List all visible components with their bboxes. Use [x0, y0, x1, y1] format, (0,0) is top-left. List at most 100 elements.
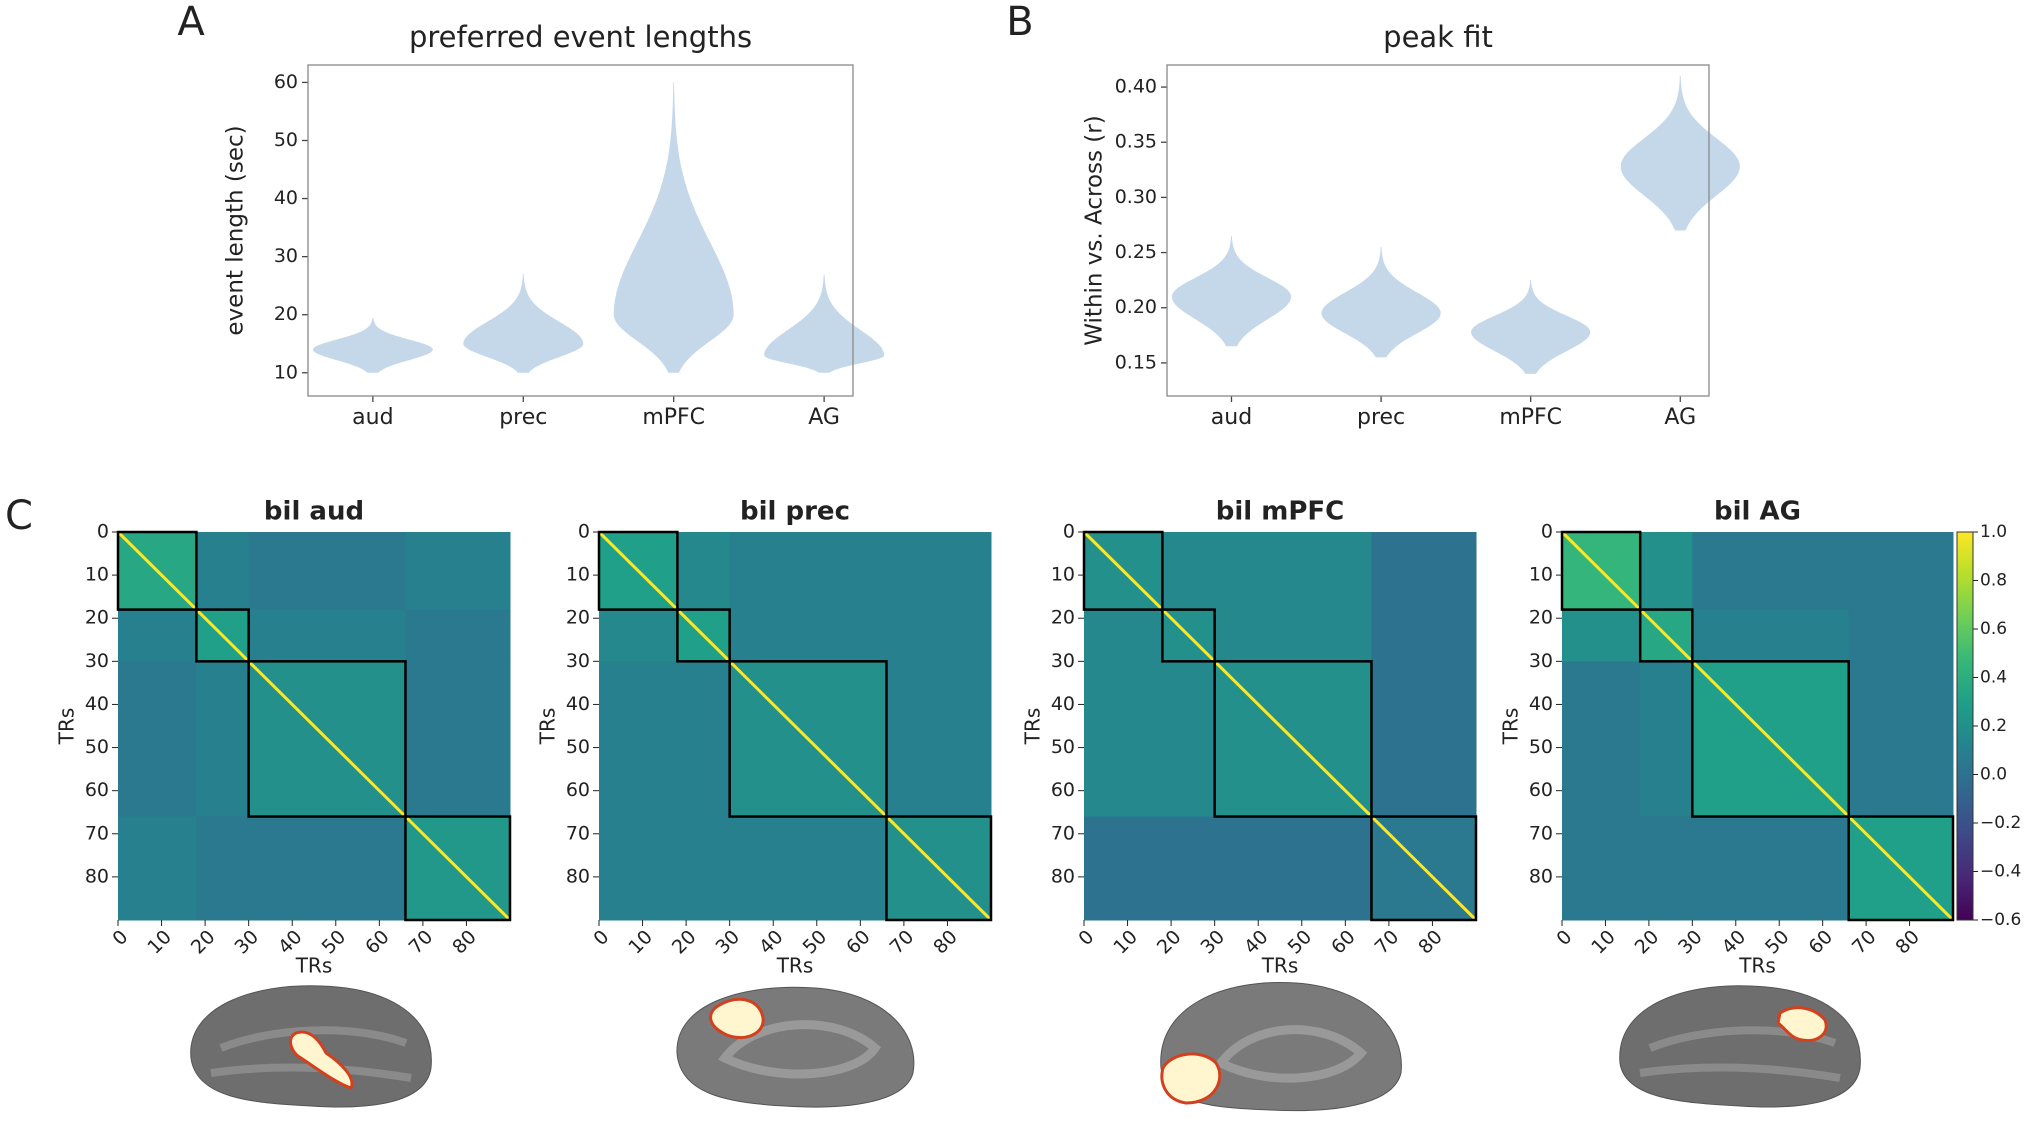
y-tick-label: 30	[1529, 650, 1553, 672]
y-tick-label: 70	[566, 822, 590, 844]
heatmap-block	[729, 609, 887, 662]
heatmap-block	[1640, 816, 1693, 921]
brain-prec	[676, 986, 915, 1108]
y-tick-label: 50	[1529, 736, 1553, 758]
heatmap-block	[196, 532, 250, 611]
x-tick-label: 20	[187, 926, 220, 959]
x-tick-label: 70	[886, 926, 919, 959]
heatmap-block	[886, 532, 992, 611]
x-tick-label: 60	[842, 926, 875, 959]
x-tick-label: aud	[352, 405, 393, 430]
heatmap-block	[1848, 609, 1954, 662]
heatmap-block	[886, 661, 992, 818]
event-box	[1847, 815, 1955, 922]
y-tick-label: 0.40	[1115, 76, 1157, 98]
heatmap-block	[677, 816, 731, 921]
heatmap-block	[1214, 816, 1372, 921]
diagonal	[1082, 530, 1478, 922]
y-tick-label: 40	[1051, 693, 1075, 715]
y-tick-label: 30	[274, 245, 298, 267]
colorbar-tick-label: 0.8	[1980, 571, 2007, 591]
y-tick-label: 10	[274, 361, 298, 383]
heatmap-block	[1692, 609, 1850, 662]
violin	[1171, 236, 1292, 347]
x-tick-label: 10	[1109, 926, 1142, 959]
y-tick-label: 60	[85, 779, 109, 801]
y-tick-label: 20	[274, 303, 298, 325]
colorbar-tick-label: −0.2	[1980, 813, 2021, 833]
y-tick-label: 50	[566, 736, 590, 758]
event-box	[116, 530, 198, 611]
y-tick-label: 0.35	[1115, 131, 1157, 153]
violin	[312, 317, 433, 373]
heatmap-block	[1640, 532, 1693, 611]
x-tick-label: 70	[1848, 926, 1881, 959]
y-tick-label: 60	[566, 779, 590, 801]
violin	[1620, 76, 1740, 231]
heatmap-block	[1848, 661, 1954, 818]
diagonal	[597, 530, 993, 922]
y-tick-label: 20	[566, 607, 590, 629]
x-tick-label: mPFC	[1499, 405, 1562, 430]
panel-label: A	[177, 0, 205, 45]
x-tick-label: 80	[1891, 926, 1924, 959]
x-tick-label: 20	[1631, 926, 1664, 959]
violin	[764, 274, 885, 373]
y-tick-label: 80	[1051, 865, 1075, 887]
y-tick-label: 20	[85, 607, 109, 629]
x-tick-label: 80	[929, 926, 962, 959]
chart-title: peak fit	[1383, 20, 1493, 54]
brain-mpfc	[1160, 981, 1402, 1112]
heatmap-block	[729, 532, 887, 611]
y-tick-label: 50	[274, 129, 298, 151]
heatmap-block	[1371, 609, 1477, 662]
y-axis-label: Within vs. Across (r)	[1082, 115, 1108, 345]
heatmap-block	[405, 532, 511, 611]
y-tick-label: 20	[1051, 607, 1075, 629]
heatmap-block	[405, 661, 511, 818]
x-tick-label: 30	[230, 926, 263, 959]
heatmap-block	[677, 532, 731, 611]
event-box	[247, 660, 407, 818]
event-box	[1691, 660, 1850, 818]
heatmap-block	[1084, 609, 1163, 662]
colorbar-tick-label: 0.6	[1980, 619, 2007, 639]
y-tick-label: 30	[85, 650, 109, 672]
event-box	[404, 815, 512, 922]
y-tick-label: 20	[1529, 607, 1553, 629]
x-tick-label: prec	[499, 405, 547, 430]
x-tick-label: 60	[1327, 926, 1360, 959]
y-tick-label: 40	[274, 187, 298, 209]
x-tick-label: 10	[1587, 926, 1620, 959]
x-tick-label: 0	[589, 926, 613, 950]
y-tick-label: 70	[85, 822, 109, 844]
x-tick-label: 20	[1153, 926, 1186, 959]
event-box	[195, 608, 250, 663]
heatmap-block	[1562, 816, 1641, 921]
heatmap-block	[196, 816, 250, 921]
colorbar-tick-label: −0.4	[1980, 862, 2021, 882]
event-box	[1161, 608, 1216, 663]
heatmap-block	[1084, 661, 1163, 818]
heatmap-block	[1640, 661, 1693, 818]
diagonal	[116, 530, 512, 922]
chart-title: bil aud	[264, 497, 364, 527]
x-tick-label: 0	[1074, 926, 1098, 950]
y-axis-label: event length (sec)	[223, 125, 249, 335]
y-axis-label: TRs	[1021, 708, 1045, 746]
y-tick-label: 30	[1051, 650, 1075, 672]
event-box	[676, 608, 731, 663]
x-tick-label: 30	[1674, 926, 1707, 959]
colorbar-tick-label: −0.6	[1980, 910, 2021, 930]
x-axis-label: TRs	[1738, 954, 1776, 978]
event-box	[1370, 815, 1478, 922]
y-tick-label: 0	[97, 521, 109, 543]
y-tick-label: 0.15	[1115, 351, 1157, 373]
colorbar-tick-label: 0.4	[1980, 668, 2007, 688]
heatmap-block	[1692, 816, 1850, 921]
heatmap-block	[886, 609, 992, 662]
y-tick-label: 0	[1063, 521, 1075, 543]
heatmap-block	[1371, 532, 1477, 611]
y-tick-label: 0.25	[1115, 241, 1157, 263]
